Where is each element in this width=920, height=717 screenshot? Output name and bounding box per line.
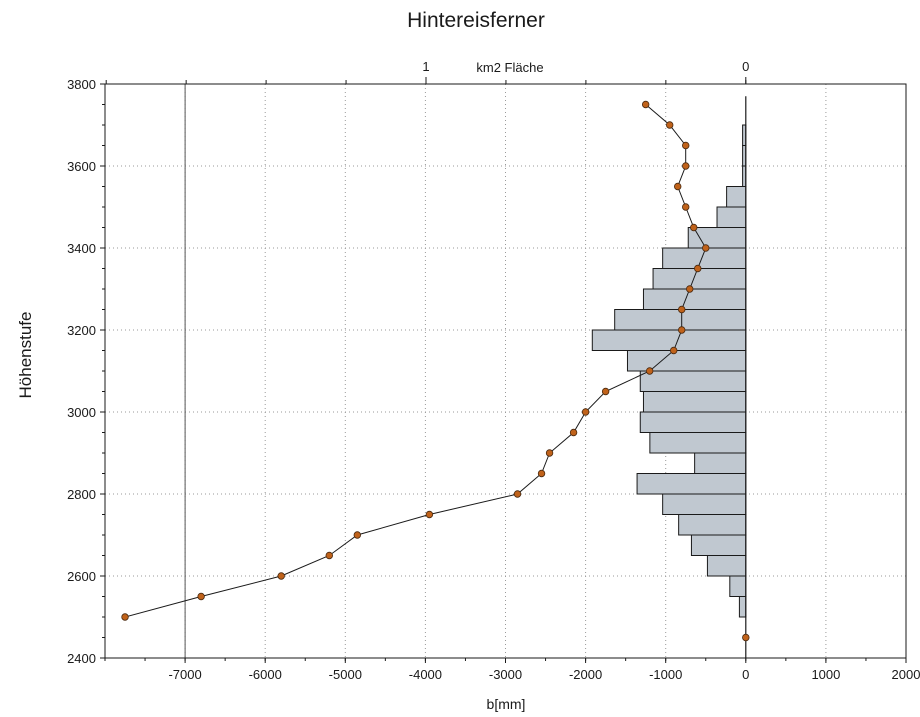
area-bar (694, 452, 747, 474)
data-point (601, 387, 610, 396)
y-tick-label: 2600 (67, 569, 96, 584)
data-point (645, 367, 654, 375)
x-tick-label: -7000 (168, 667, 201, 682)
data-point (197, 592, 205, 601)
data-point (694, 264, 702, 273)
data-point (325, 551, 333, 560)
plot-frame (104, 83, 907, 659)
data-point (545, 449, 554, 457)
area-bar (678, 514, 747, 536)
data-point (702, 244, 710, 252)
x-axis-label: b[mm] (487, 696, 526, 712)
series-line-path (124, 104, 707, 618)
data-point (569, 428, 578, 437)
data-point (641, 100, 650, 109)
data-point (742, 633, 750, 642)
data-point (682, 162, 690, 170)
y-tick-label: 3400 (67, 241, 96, 256)
x-tick-label: -4000 (409, 667, 442, 682)
area-bar (690, 534, 747, 556)
area-bar (738, 596, 747, 618)
area-bar (687, 227, 747, 249)
data-point (581, 408, 590, 416)
x-tick-label: 2000 (892, 667, 920, 682)
data-point (678, 326, 686, 334)
data-point (353, 531, 362, 539)
top-tick-label: 1 (422, 59, 429, 74)
y-tick-label: 3800 (67, 77, 96, 92)
series-line (121, 100, 750, 642)
data-point (678, 305, 686, 314)
data-point (666, 121, 674, 129)
data-point (690, 223, 698, 232)
x-tick-label: -3000 (489, 667, 522, 682)
area-bar (639, 370, 747, 392)
y-tick-label: 2400 (67, 651, 96, 666)
data-point (277, 572, 285, 580)
data-point (670, 346, 678, 355)
area-bar (726, 186, 747, 208)
top-axis-label: km2 Fläche (476, 60, 543, 75)
x-tick-label: -1000 (649, 667, 682, 682)
chart-title: Hintereisferner (407, 9, 545, 32)
data-point (686, 285, 694, 293)
area-bar (639, 411, 747, 433)
area-bars (591, 124, 747, 618)
x-tick-label: 1000 (811, 667, 840, 682)
x-tick-label: -6000 (249, 667, 282, 682)
data-point (674, 182, 682, 191)
area-bar (729, 575, 747, 597)
reference-line (184, 84, 747, 658)
area-bar (649, 432, 747, 454)
y-tick-label: 3000 (67, 405, 96, 420)
y-tick-label: 2800 (67, 487, 96, 502)
y-tick-label: 3600 (67, 159, 96, 174)
data-point (682, 203, 690, 211)
data-point (682, 141, 690, 150)
y-tick-label: 3200 (67, 323, 96, 338)
area-bar (716, 206, 747, 228)
data-point (513, 490, 522, 498)
area-bar (626, 350, 747, 372)
grid (105, 84, 906, 658)
area-bar (642, 288, 747, 310)
x-tick-label: 0 (742, 667, 749, 682)
data-point (121, 613, 129, 621)
x-tick-label: -5000 (329, 667, 362, 682)
axes: -7000 -6000 -5000 -4000 -3000 -2000 -1000 0 1000… (67, 59, 920, 682)
x-tick-label: -2000 (569, 667, 602, 682)
data-point (425, 510, 434, 519)
plot-border (104, 83, 907, 659)
y-axis-label: Höhenstufe (16, 312, 35, 399)
data-point (537, 469, 546, 478)
area-bar (706, 555, 747, 577)
area-bar (642, 391, 747, 413)
area-bar (662, 493, 747, 515)
area-bar (591, 329, 747, 351)
top-tick-label: 0 (742, 59, 749, 74)
area-bar (636, 473, 747, 495)
